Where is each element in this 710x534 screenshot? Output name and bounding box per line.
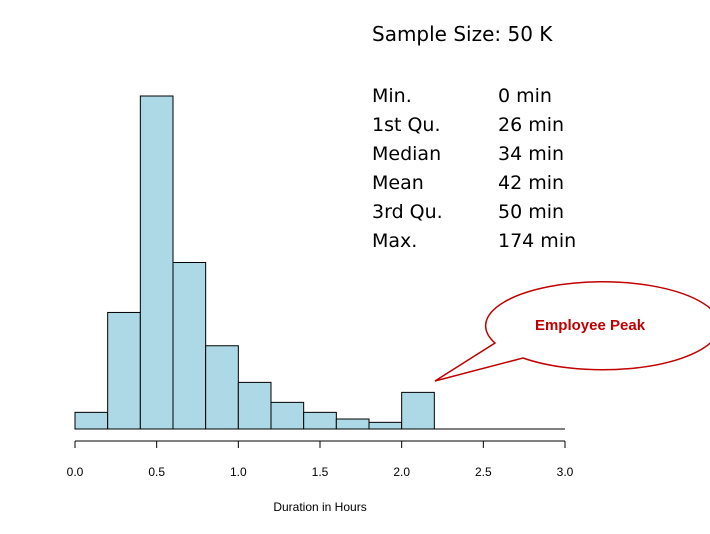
stat-row-1st-quartile: 1st Qu. 26 min [372,111,576,140]
stat-row-mean: Mean 42 min [372,169,576,198]
stat-value: 174 min [498,230,577,252]
stat-row-max: Max. 174 min [372,227,576,256]
x-axis: 0.0 0.5 1.0 1.5 2.0 2.5 3.0 [67,440,574,479]
x-axis-title: Duration in Hours [273,500,366,514]
stat-label: Mean [372,172,424,194]
stat-label: Min. [372,85,412,107]
stat-row-min: Min. 0 min [372,82,576,111]
histogram-bar-5 [237,381,272,430]
employee-peak-callout: Employee Peak [434,281,710,382]
x-tick-label-6: 3.0 [557,465,574,479]
histogram-bar-8 [335,418,370,430]
summary-stats-table: Min. 0 min 1st Qu. 26 min Median 34 min Mea… [372,82,576,256]
stat-row-3rd-quartile: 3rd Qu. 50 min [372,198,576,227]
stat-value: 34 min [498,143,565,165]
histogram-bar-7 [303,411,337,430]
stat-value: 50 min [498,201,565,223]
stat-label: Max. [372,230,418,252]
histogram-bars [74,95,435,430]
stat-row-median: Median 34 min [372,140,576,169]
histogram-bar-10 [401,391,435,430]
stat-label: 3rd Qu. [372,201,443,223]
x-tick-label-4: 2.0 [393,465,410,479]
x-tick-label-3: 1.5 [312,465,329,479]
x-tick-label-2: 1.0 [230,465,247,479]
callout-text: Employee Peak [535,317,646,334]
histogram-bar-1 [107,311,141,430]
histogram-bar-0 [74,411,109,430]
stat-label: 1st Qu. [372,114,441,136]
stat-value: 26 min [498,114,565,136]
x-tick-label-1: 0.5 [148,465,165,479]
stat-value: 0 min [498,85,552,107]
sample-size-title: Sample Size: 50 K [372,22,553,46]
histogram-bar-4 [205,345,239,430]
stat-label: Median [372,143,442,165]
callout-bubble [434,281,710,382]
x-tick-label-5: 2.5 [475,465,492,479]
histogram-bar-2 [139,95,174,430]
histogram-bar-9 [368,421,403,430]
histogram-bar-3 [172,262,207,430]
histogram-bar-6 [270,401,305,430]
x-tick-label-0: 0.0 [67,465,84,479]
stat-value: 42 min [498,172,565,194]
